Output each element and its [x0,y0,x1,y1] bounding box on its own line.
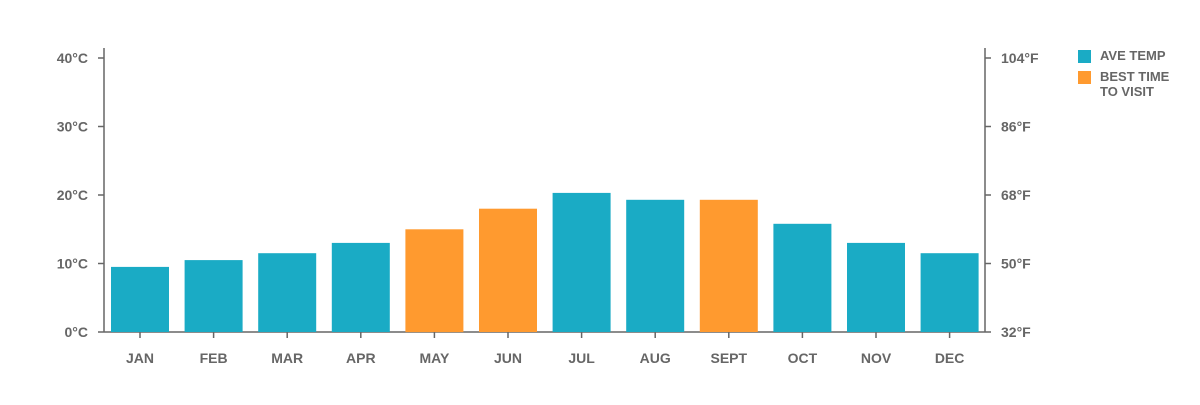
x-axis-label-dec: DEC [935,350,965,366]
right-axis-tick-label: 50°F [1001,256,1031,272]
bars [111,192,979,333]
x-axis-label-aug: AUG [640,350,671,366]
x-axis-label-jun: JUN [494,350,522,366]
x-axis-label-jan: JAN [126,350,154,366]
bar-aug [626,199,685,332]
left-axis-tick-label: 0°C [65,324,89,340]
bar-jan [111,266,169,332]
left-axis-tick-label: 30°C [57,119,88,135]
x-axis-label-mar: MAR [271,350,303,366]
bar-jul [552,192,611,332]
left-axis-tick-label: 20°C [57,187,88,203]
left-axis: 0°C 10°C 20°C 30°C 40°C [57,48,985,340]
x-axis-label-jul: JUL [568,350,595,366]
bar-jun [479,208,537,332]
bar-dec [920,253,979,332]
bar-nov [847,242,905,332]
legend-label-best-time: BEST TIME TO VISIT [1100,69,1170,99]
bar-may [405,229,464,333]
x-axis-label-oct: OCT [788,350,818,366]
x-axis-labels: JAN FEB MAR APR MAY JUN JUL AUG SEPT OCT NOV DEC [126,332,964,366]
x-axis-label-nov: NOV [861,350,892,366]
bar-feb [184,260,243,332]
right-axis-tick-label: 68°F [1001,187,1031,203]
legend-item-ave-temp: AVE TEMP [1078,48,1193,63]
bar-sept [699,199,758,332]
x-axis-label-apr: APR [346,350,376,366]
x-axis-label-sept: SEPT [711,350,748,366]
left-axis-tick-label: 10°C [57,256,88,272]
left-axis-tick-label: 40°C [57,50,88,66]
right-axis-tick-label: 32°F [1001,324,1031,340]
bar-mar [258,253,317,332]
legend-swatch-best-time [1078,71,1091,84]
right-axis-tick-label: 104°F [1001,50,1039,66]
legend-item-best-time: BEST TIME TO VISIT [1078,69,1193,99]
bar-apr [331,242,390,332]
legend: AVE TEMP BEST TIME TO VISIT [1078,48,1193,105]
bar-oct [773,223,832,332]
right-axis-tick-label: 86°F [1001,119,1031,135]
right-axis: 32°F 50°F 68°F 86°F 104°F [984,48,1039,340]
x-axis-label-feb: FEB [200,350,228,366]
x-axis-label-may: MAY [419,350,449,366]
legend-label-ave-temp: AVE TEMP [1100,48,1166,63]
legend-swatch-ave-temp [1078,50,1091,63]
